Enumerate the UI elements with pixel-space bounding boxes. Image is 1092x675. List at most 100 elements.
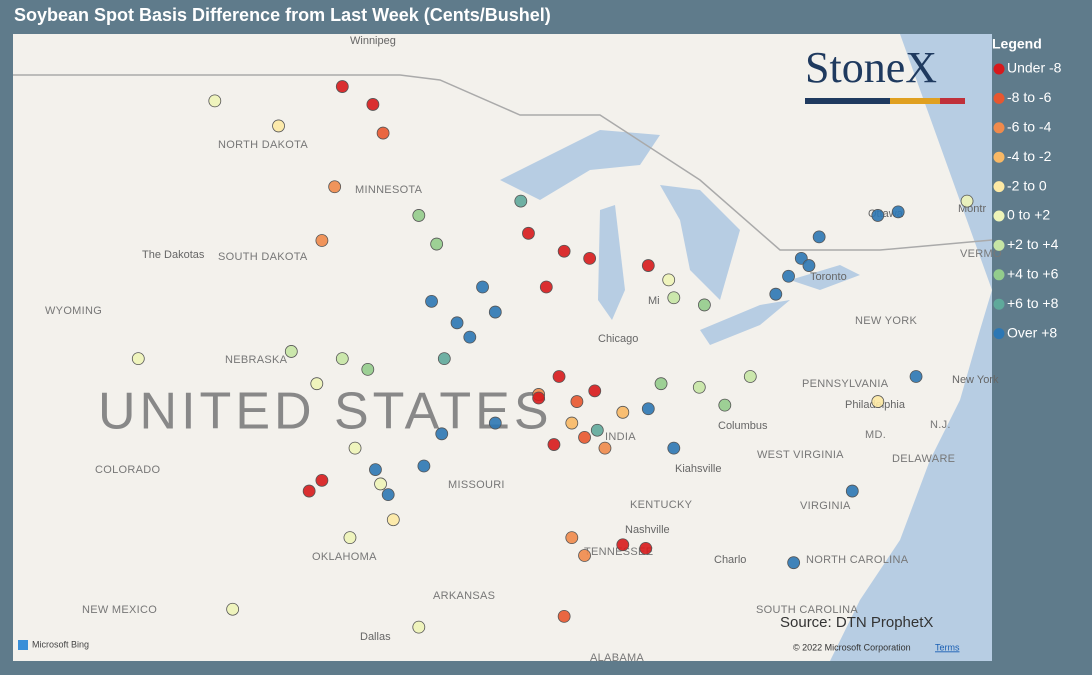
map-label: INDIA: [605, 431, 636, 443]
source: Source: DTN ProphetX: [780, 614, 933, 631]
copyright: © 2022 Microsoft Corporation: [793, 642, 911, 652]
map-label: NORTH CAROLINA: [806, 554, 909, 566]
map-label: Winnipeg: [350, 35, 396, 47]
provider-icon: [18, 640, 28, 650]
points: [131, 80, 974, 634]
point: [578, 549, 591, 562]
point: [430, 237, 444, 251]
map-label: Columbus: [718, 420, 768, 432]
point: [488, 416, 502, 430]
point: [769, 287, 783, 301]
point: [616, 405, 630, 419]
map-label: KENTUCKY: [630, 499, 693, 511]
map-label: Toronto: [810, 271, 847, 283]
point: [570, 395, 584, 408]
point: [425, 294, 438, 308]
point: [871, 209, 885, 222]
title: Soybean Spot Basis Difference from Last …: [14, 5, 551, 25]
lake-erie: [700, 300, 790, 345]
map-label: Kiahsville: [675, 463, 721, 475]
map-label: Nashville: [625, 524, 670, 536]
map-label: Charlo: [714, 554, 746, 566]
map-label: NORTH DAKOTA: [218, 139, 308, 151]
legend-label: Over +8: [1007, 324, 1057, 340]
point: [654, 377, 668, 391]
point: [369, 463, 382, 477]
point: [662, 273, 676, 287]
map-label: Mi: [648, 295, 660, 307]
point: [310, 377, 324, 391]
point: [802, 259, 816, 272]
point: [667, 291, 681, 305]
point: [450, 316, 464, 330]
map-label: DELAWARE: [892, 453, 955, 465]
legend-swatch: [993, 269, 1005, 281]
logo: StoneX: [805, 43, 937, 92]
legend-label: +2 to +4: [1007, 236, 1059, 252]
point: [463, 330, 477, 344]
point: [871, 395, 885, 408]
legend: Under -8 -8 to -6 -6 to -4 -4 to -2 -2 to 0 0…: [993, 60, 1062, 340]
map-label: New York: [952, 374, 999, 386]
point: [437, 352, 451, 366]
lake-ontario: [790, 265, 860, 290]
map-label: UNITED STATES: [98, 383, 553, 441]
legend-label: -6 to -4: [1007, 119, 1052, 135]
lake-huron: [660, 185, 740, 300]
legend-swatch: [993, 210, 1005, 222]
point: [343, 531, 357, 545]
legend-label: -2 to 0: [1007, 177, 1047, 193]
map-label: ARKANSAS: [433, 590, 495, 602]
point: [386, 513, 400, 527]
point: [348, 441, 362, 455]
point: [532, 391, 546, 405]
point: [315, 234, 329, 247]
point: [315, 473, 329, 487]
map-label: MD.: [865, 429, 886, 441]
point: [302, 484, 316, 498]
point: [698, 298, 711, 312]
point: [328, 180, 342, 194]
terms-link[interactable]: Terms: [935, 642, 960, 652]
legend-label: +6 to +8: [1007, 295, 1059, 311]
point: [417, 459, 431, 473]
point: [891, 205, 905, 219]
map: Winnipeg NORTH DAKOTA MINNESOTA The Dakotas…: [13, 34, 1002, 664]
point: [335, 352, 349, 366]
point: [718, 398, 732, 412]
map-label: WEST VIRGINIA: [757, 449, 844, 461]
point: [812, 230, 826, 244]
point: [226, 602, 240, 616]
legend-swatch: [993, 239, 1005, 251]
point: [488, 305, 502, 319]
point: [845, 484, 859, 498]
point: [616, 538, 630, 552]
legend-label: Under -8: [1007, 60, 1062, 76]
point: [381, 488, 395, 502]
point: [639, 541, 653, 555]
point: [598, 441, 612, 455]
point: [272, 119, 285, 133]
point: [743, 370, 757, 383]
legend-swatch: [993, 181, 1005, 193]
point: [590, 423, 604, 437]
point: [514, 194, 528, 208]
point: [583, 251, 597, 265]
point: [435, 427, 449, 441]
map-label: VERMO: [960, 248, 1002, 260]
point: [539, 280, 553, 294]
point: [909, 370, 923, 383]
point: [787, 556, 801, 570]
map-label: NEW MEXICO: [82, 604, 157, 616]
legend-swatch: [993, 298, 1005, 310]
map-label: MINNESOTA: [355, 184, 423, 196]
map-background: [13, 34, 992, 661]
map-label: PENNSYLVANIA: [802, 378, 889, 390]
legend-label: -8 to -6: [1007, 89, 1052, 105]
provider: Microsoft Bing: [32, 639, 89, 649]
point: [641, 402, 655, 416]
point: [208, 94, 222, 108]
point: [782, 269, 795, 283]
point: [565, 416, 579, 430]
